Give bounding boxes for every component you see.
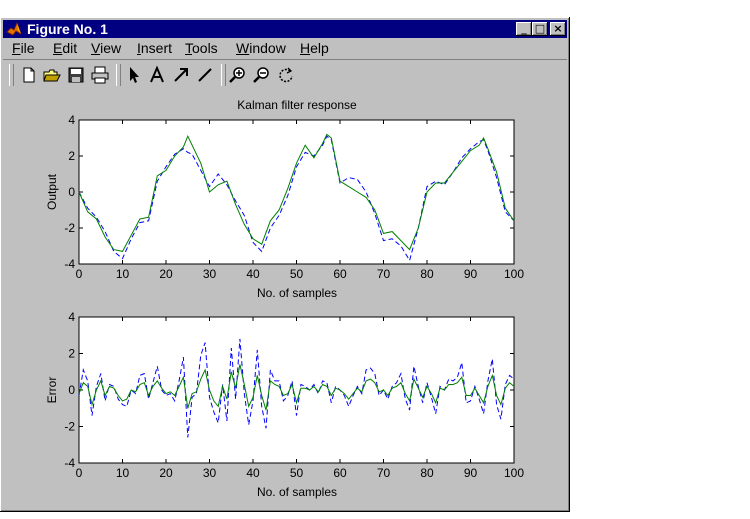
x-tick-label: 10 bbox=[116, 267, 130, 281]
x-tick-label: 100 bbox=[504, 267, 524, 281]
menu-bar: File Edit View Insert Tools Window Help bbox=[3, 39, 567, 58]
title-bar[interactable]: Figure No. 1 _ □ × bbox=[3, 20, 567, 38]
axes-error-box bbox=[78, 316, 515, 464]
x-tick-label: 0 bbox=[76, 466, 83, 480]
series-line-solid bbox=[78, 364, 515, 411]
axes-error-xlabel: No. of samples bbox=[257, 485, 337, 499]
x-tick-label: 0 bbox=[76, 267, 83, 281]
x-tick-label: 80 bbox=[420, 267, 434, 281]
y-tick-label: -4 bbox=[64, 257, 75, 271]
x-tick-label: 40 bbox=[246, 466, 260, 480]
matlab-logo-icon bbox=[6, 21, 22, 36]
y-tick-label: 4 bbox=[68, 113, 75, 127]
toolbar-separator bbox=[221, 64, 226, 86]
print-icon[interactable] bbox=[90, 65, 110, 85]
x-tick-label: 50 bbox=[290, 267, 304, 281]
toolbar bbox=[3, 59, 567, 91]
x-tick-label: 100 bbox=[504, 466, 524, 480]
series-line-dashed bbox=[78, 135, 515, 262]
x-tick-label: 10 bbox=[116, 466, 130, 480]
plot-title: Kalman filter response bbox=[237, 98, 357, 112]
y-tick-label: 4 bbox=[68, 310, 75, 324]
x-tick-label: 90 bbox=[464, 466, 478, 480]
x-tick-label: 70 bbox=[377, 466, 391, 480]
x-tick-label: 60 bbox=[333, 466, 347, 480]
plots-canvas: Kalman filter response 0 10 20 30 40 50 60 70 80… bbox=[45, 98, 524, 499]
axes-output-box bbox=[78, 119, 515, 265]
x-tick-label: 30 bbox=[203, 466, 217, 480]
minimize-button[interactable]: _ bbox=[516, 22, 532, 36]
zoom-in-icon[interactable] bbox=[228, 65, 248, 85]
toolbar-grip[interactable] bbox=[9, 64, 14, 86]
x-tick-label: 30 bbox=[203, 267, 217, 281]
axes-error-ylabel: Error bbox=[45, 377, 59, 404]
maximize-button[interactable]: □ bbox=[532, 22, 548, 36]
new-file-icon[interactable] bbox=[19, 65, 39, 85]
menu-edit[interactable]: Edit bbox=[53, 40, 78, 56]
x-tick-label: 20 bbox=[159, 466, 173, 480]
toolbar-separator bbox=[116, 64, 121, 86]
open-folder-icon[interactable] bbox=[42, 65, 62, 85]
window-title: Figure No. 1 bbox=[27, 21, 108, 37]
x-tick-label: 80 bbox=[420, 466, 434, 480]
y-tick-label: 0 bbox=[68, 185, 75, 199]
x-tick-label: 90 bbox=[464, 267, 478, 281]
select-arrow-icon[interactable] bbox=[124, 65, 144, 85]
x-tick-label: 50 bbox=[290, 466, 304, 480]
zoom-out-icon[interactable] bbox=[252, 65, 272, 85]
menu-insert[interactable]: Insert bbox=[137, 40, 173, 56]
close-button[interactable]: × bbox=[550, 22, 566, 36]
series-line-dashed bbox=[78, 338, 515, 438]
maximize-icon: □ bbox=[534, 22, 546, 35]
y-tick-label: -2 bbox=[64, 420, 75, 434]
x-tick-label: 60 bbox=[333, 267, 347, 281]
insert-line-icon[interactable] bbox=[195, 65, 215, 85]
y-tick-label: 2 bbox=[68, 149, 75, 163]
minimize-icon: _ bbox=[521, 22, 527, 35]
insert-text-icon[interactable] bbox=[147, 65, 167, 85]
x-tick-label: 40 bbox=[246, 267, 260, 281]
insert-arrow-icon[interactable] bbox=[171, 65, 191, 85]
menu-help[interactable]: Help bbox=[300, 40, 329, 56]
close-icon: × bbox=[553, 22, 563, 35]
y-tick-label: -4 bbox=[64, 456, 75, 470]
menu-file[interactable]: File bbox=[12, 40, 35, 56]
figure-window: Figure No. 1 _ □ × File Edit View Insert… bbox=[0, 17, 570, 512]
x-tick-label: 70 bbox=[377, 267, 391, 281]
x-tick-label: 20 bbox=[159, 267, 173, 281]
series-line-solid bbox=[78, 133, 515, 252]
axes-output-ylabel: Output bbox=[45, 173, 59, 210]
menu-window[interactable]: Window bbox=[236, 40, 286, 56]
axes-output-xlabel: No. of samples bbox=[257, 286, 337, 300]
figure-canvas: Kalman filter response 0 10 20 30 40 50 60 70 80… bbox=[3, 90, 567, 509]
y-tick-label: 2 bbox=[68, 347, 75, 361]
menu-tools[interactable]: Tools bbox=[185, 40, 218, 56]
y-tick-label: 0 bbox=[68, 383, 75, 397]
y-tick-label: -2 bbox=[64, 221, 75, 235]
save-icon[interactable] bbox=[66, 65, 86, 85]
rotate-icon[interactable] bbox=[276, 65, 296, 85]
menu-view[interactable]: View bbox=[91, 40, 122, 56]
